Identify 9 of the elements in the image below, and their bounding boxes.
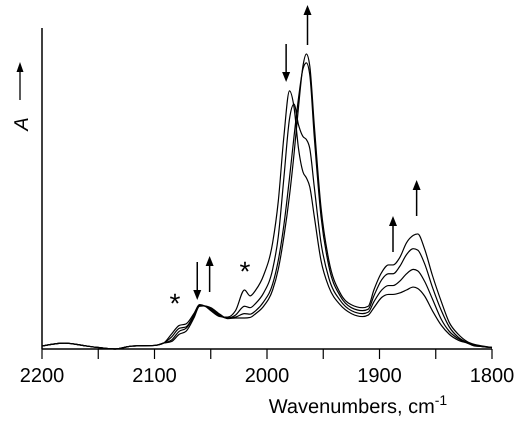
annotation: *	[240, 256, 251, 287]
x-axis-title: Wavenumbers, cm$^{-1}$	[268, 392, 448, 418]
x-tick-label: 2200	[20, 365, 64, 387]
annotation: *	[170, 288, 181, 319]
x-tick-label: 2000	[244, 365, 290, 387]
x-tick-label: 1800	[470, 365, 514, 387]
y-axis-title: A	[11, 117, 33, 132]
x-tick-label: 1900	[357, 365, 402, 387]
x-tick-label: 2100	[132, 365, 177, 387]
